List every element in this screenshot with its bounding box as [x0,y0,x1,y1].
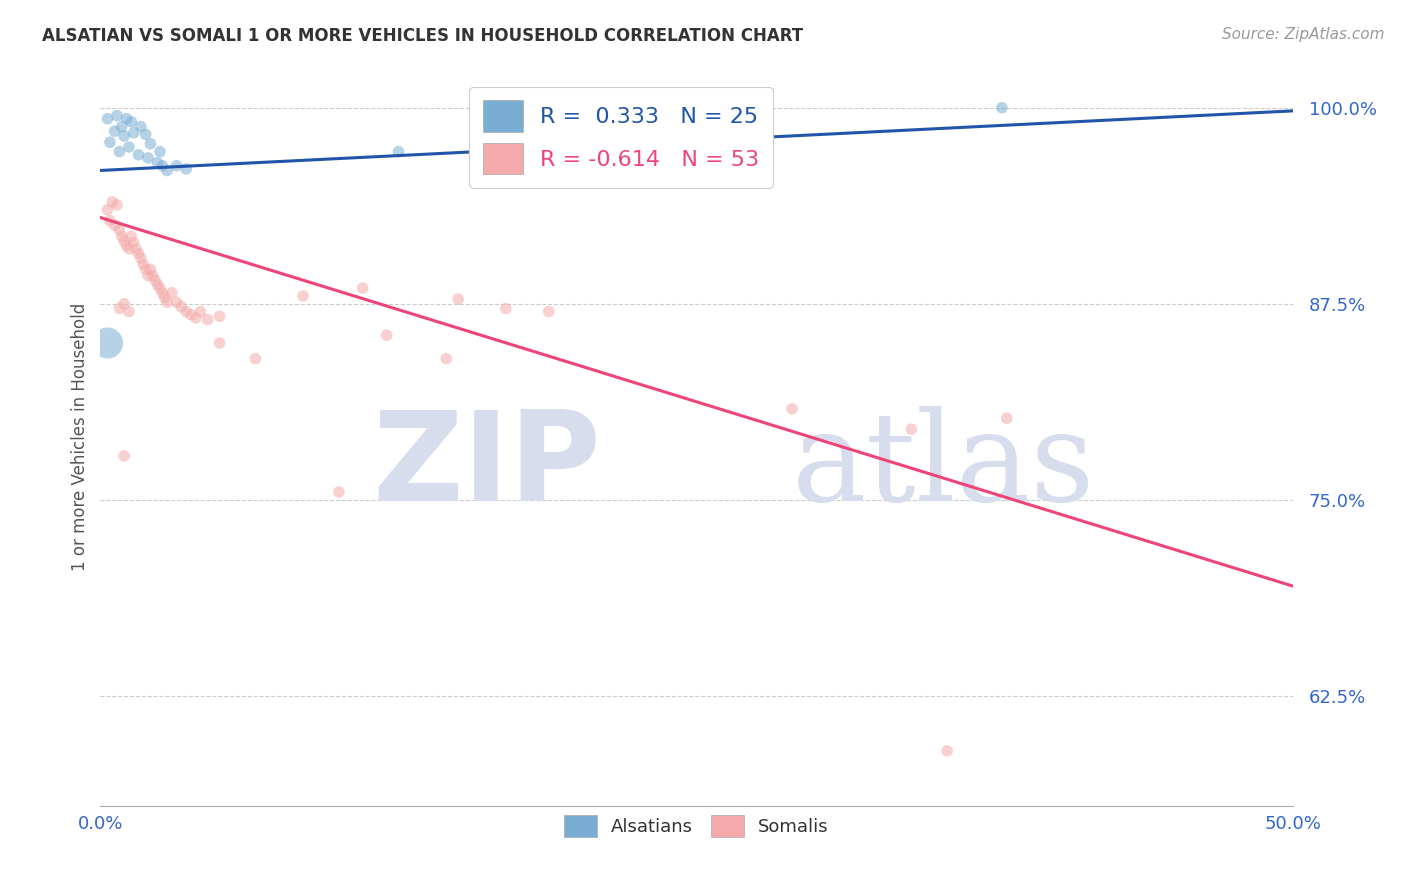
Point [115,112,138,126]
Point [139,262,162,277]
Point [118,242,141,256]
Point [156,295,179,310]
Point [135,262,157,277]
Point [98,135,121,149]
Point [125,242,148,256]
Point [328,485,350,500]
Point [112,128,135,143]
Point [900,422,922,436]
Point [936,744,959,758]
Point [120,115,142,129]
Point [129,120,152,134]
Point [108,301,131,316]
Point [245,351,267,366]
Point [122,235,145,250]
Point [115,239,138,253]
Point [112,234,135,248]
Point [149,281,172,295]
Point [149,145,172,159]
Point [132,258,155,272]
Point [166,159,188,173]
Point [96,112,118,126]
Point [108,145,131,159]
Text: Source: ZipAtlas.com: Source: ZipAtlas.com [1222,27,1385,42]
Point [101,194,124,209]
Point [160,285,183,300]
Point [128,148,150,162]
Point [118,140,141,154]
Point [387,145,409,159]
Point [139,136,162,151]
Point [135,128,157,142]
Point [537,304,560,318]
Point [153,291,176,305]
Point [129,252,152,266]
Point [434,351,457,366]
Point [136,151,159,165]
Point [142,268,165,283]
Point [180,308,202,322]
Point [150,159,173,173]
Point [292,289,315,303]
Point [111,229,134,244]
Point [166,295,188,310]
Text: ALSATIAN VS SOMALI 1 OR MORE VEHICLES IN HOUSEHOLD CORRELATION CHART: ALSATIAN VS SOMALI 1 OR MORE VEHICLES IN… [42,27,803,45]
Point [98,213,121,227]
Point [208,310,231,324]
Text: ZIP: ZIP [373,406,602,527]
Point [136,268,159,283]
Point [122,126,145,140]
Point [190,304,212,318]
Point [208,336,231,351]
Point [146,155,169,169]
Point [96,336,118,351]
Point [96,202,118,217]
Point [780,401,803,416]
Y-axis label: 1 or more Vehicles in Household: 1 or more Vehicles in Household [72,303,89,571]
Point [104,219,127,233]
Legend: Alsatians, Somalis: Alsatians, Somalis [557,808,837,845]
Point [995,411,1018,425]
Point [143,273,166,287]
Point [112,297,135,311]
Point [104,124,127,138]
Point [118,304,141,318]
Point [105,109,128,123]
Point [108,223,131,237]
Point [128,246,150,260]
Text: atlas: atlas [792,406,1095,527]
Point [111,120,134,134]
Point [352,281,374,295]
Point [156,163,179,178]
Point [991,101,1014,115]
Point [146,277,169,292]
Point [170,300,193,314]
Point [105,198,128,212]
Point [184,310,207,325]
Point [150,285,173,300]
Point [495,301,517,316]
Point [120,229,142,244]
Point [447,292,470,306]
Point [375,328,398,343]
Point [112,449,135,463]
Point [197,312,219,326]
Point [174,161,197,176]
Point [174,304,197,318]
